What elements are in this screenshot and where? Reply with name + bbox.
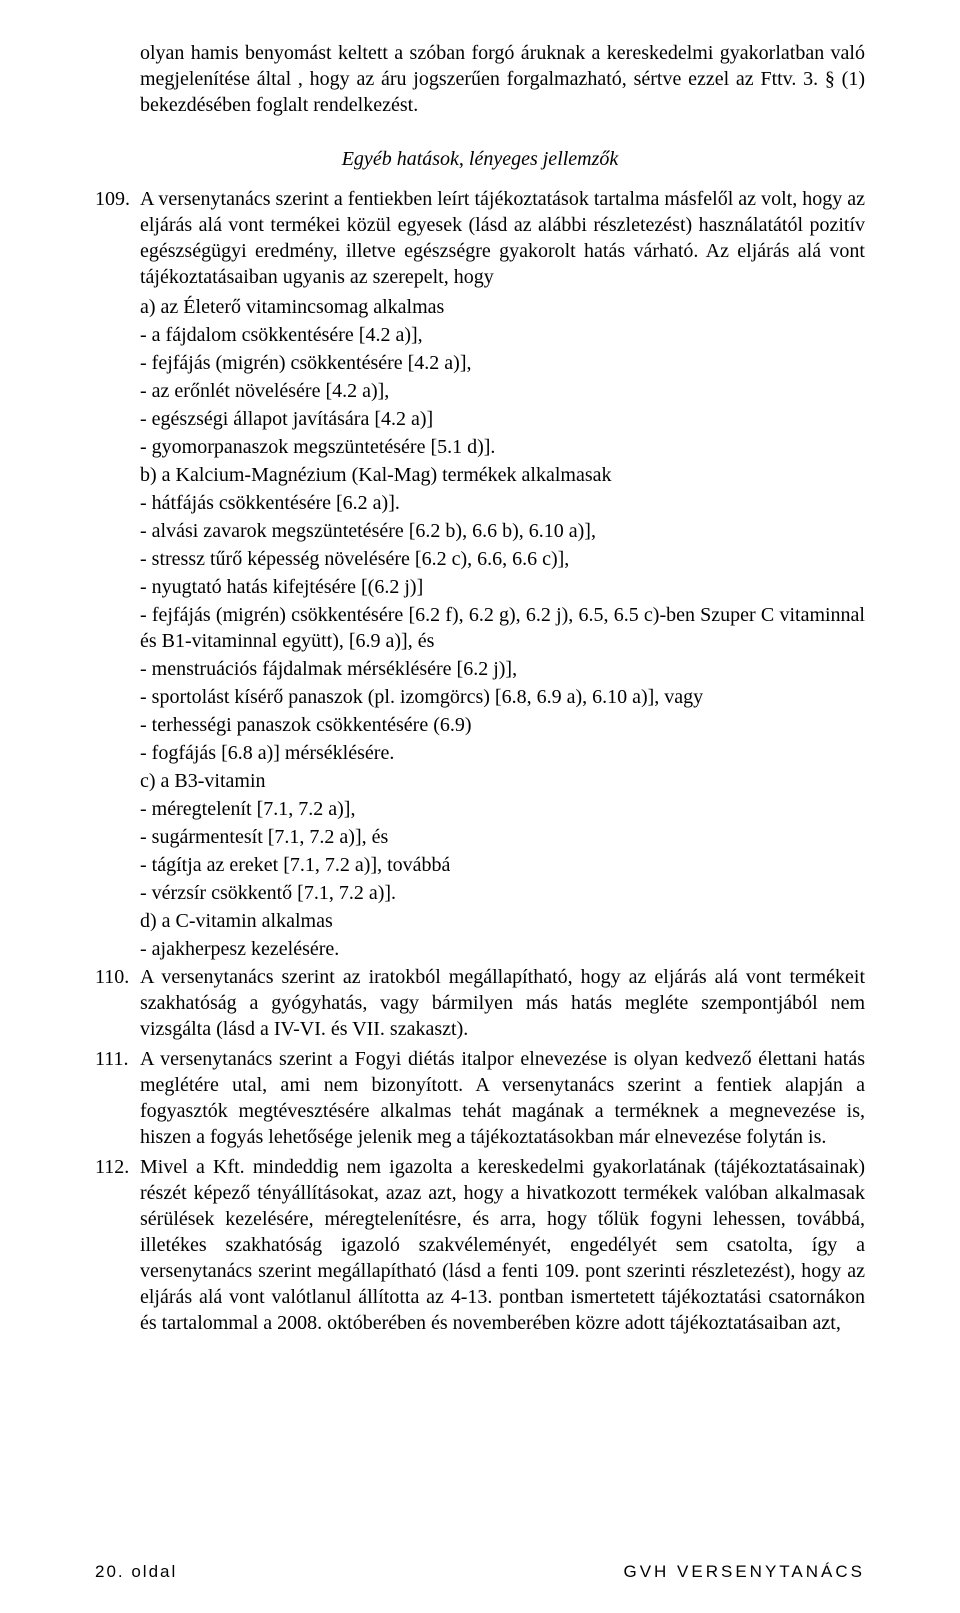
footer-org: GVH VERSENYTANÁCS [623,1561,865,1583]
paragraph-number: 111. [95,1046,140,1150]
list-item: - sugármentesít [7.1, 7.2 a)], és [95,824,865,850]
list-item: - alvási zavarok megszüntetésére [6.2 b)… [95,518,865,544]
continuation-paragraph: olyan hamis benyomást keltett a szóban f… [95,40,865,118]
list-item: - egészségi állapot javítására [4.2 a)] [95,406,865,432]
list-item: - gyomorpanaszok megszüntetésére [5.1 d)… [95,434,865,460]
list-item: - nyugtató hatás kifejtésére [(6.2 j)] [95,574,865,600]
list-item: - terhességi panaszok csökkentésére (6.9… [95,712,865,738]
paragraph-110: 110. A versenytanács szerint az iratokbó… [95,964,865,1042]
paragraph-112: 112. Mivel a Kft. mindeddig nem igazolta… [95,1154,865,1336]
list-item: - hátfájás csökkentésére [6.2 a)]. [95,490,865,516]
section-heading: Egyéb hatások, lényeges jellemzők [95,146,865,172]
paragraph-body: A versenytanács szerint a Fogyi diétás i… [140,1046,865,1150]
paragraph-number: 112. [95,1154,140,1336]
list-item: d) a C-vitamin alkalmas [95,908,865,934]
list-item: - menstruációs fájdalmak mérséklésére [6… [95,656,865,682]
paragraph-109: 109. A versenytanács szerint a fentiekbe… [95,186,865,290]
paragraph-111: 111. A versenytanács szerint a Fogyi dié… [95,1046,865,1150]
list-item: - tágítja az ereket [7.1, 7.2 a)], továb… [95,852,865,878]
list-item: - fejfájás (migrén) csökkentésére [6.2 f… [95,602,865,654]
footer-page-number: 20. oldal [95,1561,177,1583]
list-item: - stressz tűrő képesség növelésére [6.2 … [95,546,865,572]
document-page: olyan hamis benyomást keltett a szóban f… [0,0,960,1613]
list-item: - vérzsír csökkentő [7.1, 7.2 a)]. [95,880,865,906]
list-item: - sportolást kísérő panaszok (pl. izomgö… [95,684,865,710]
list-item: - ajakherpesz kezelésére. [95,936,865,962]
list-item: c) a B3-vitamin [95,768,865,794]
list-item: - fejfájás (migrén) csökkentésére [4.2 a… [95,350,865,376]
paragraph-109-subitems: a) az Életerő vitamincsomag alkalmas- a … [95,294,865,962]
paragraph-body: Mivel a Kft. mindeddig nem igazolta a ke… [140,1154,865,1336]
paragraph-number: 109. [95,186,140,290]
list-item: - a fájdalom csökkentésére [4.2 a)], [95,322,865,348]
list-item: b) a Kalcium-Magnézium (Kal-Mag) terméke… [95,462,865,488]
paragraph-body: A versenytanács szerint a fentiekben leí… [140,186,865,290]
list-item: a) az Életerő vitamincsomag alkalmas [95,294,865,320]
list-item: - az erőnlét növelésére [4.2 a)], [95,378,865,404]
list-item: - méregtelenít [7.1, 7.2 a)], [95,796,865,822]
paragraph-body: A versenytanács szerint az iratokból meg… [140,964,865,1042]
page-footer: 20. oldal GVH VERSENYTANÁCS [95,1561,865,1583]
paragraph-number: 110. [95,964,140,1042]
list-item: - fogfájás [6.8 a)] mérséklésére. [95,740,865,766]
